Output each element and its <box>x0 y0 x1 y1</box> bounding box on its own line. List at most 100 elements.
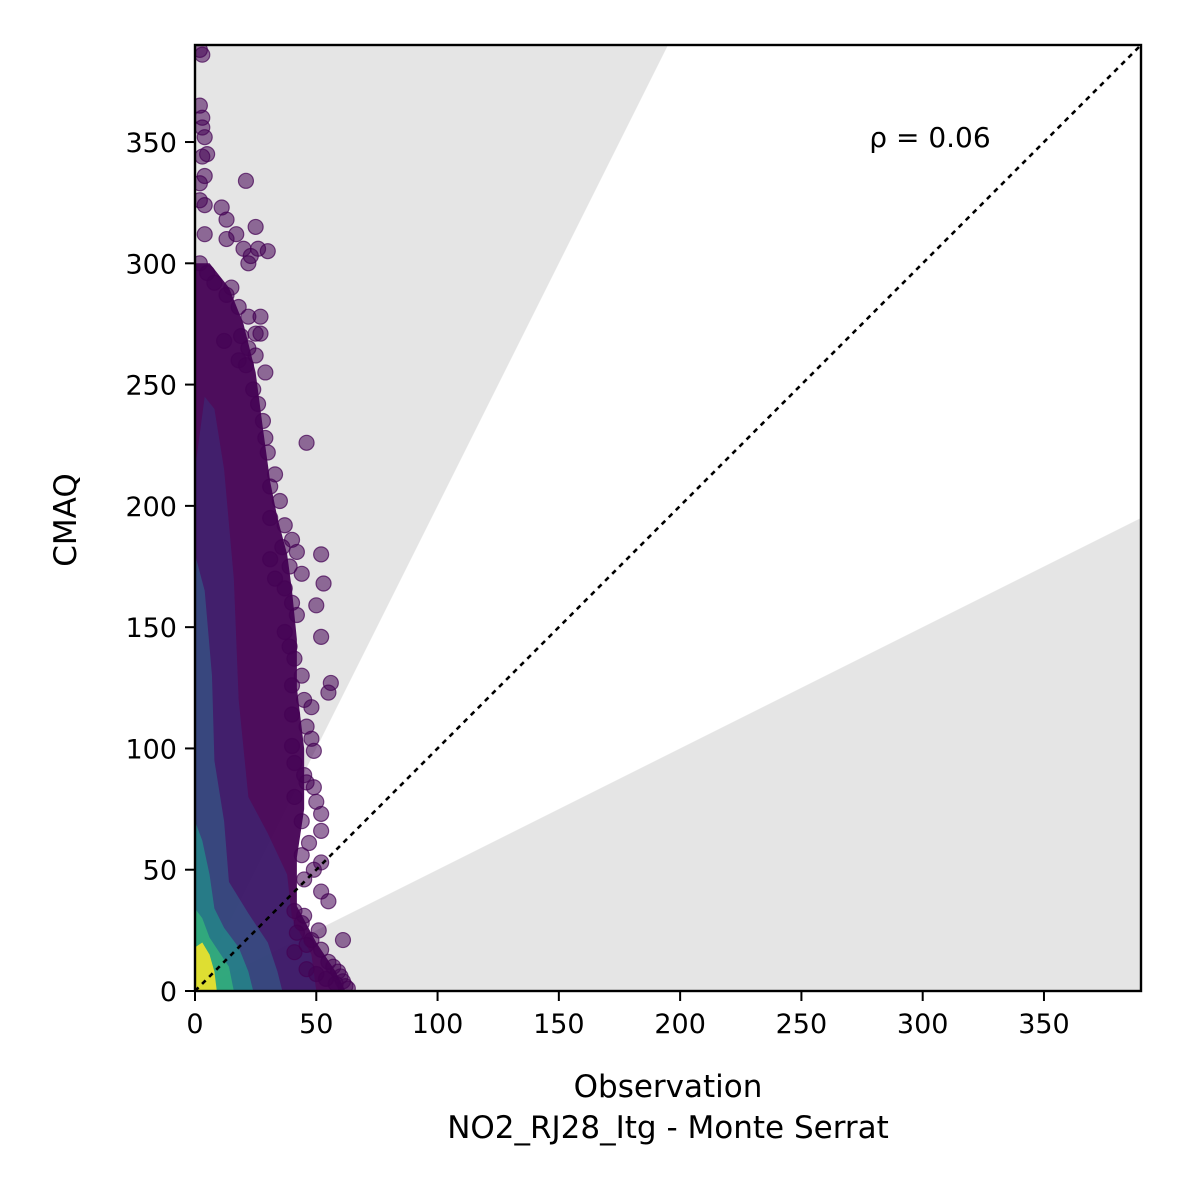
scatter-point <box>298 961 315 978</box>
scatter-point <box>252 308 269 325</box>
x-tick-label: 100 <box>412 1009 464 1040</box>
scatter-points <box>195 45 356 991</box>
scatter-point <box>276 623 293 641</box>
scatter-point <box>218 211 235 228</box>
scatter-point <box>283 737 301 755</box>
scatter-point <box>196 226 213 243</box>
scatter-point <box>305 779 322 796</box>
scatter-point <box>308 597 325 614</box>
scatter-point <box>266 570 284 587</box>
scatter-point <box>320 684 337 701</box>
scatter-point <box>257 429 274 447</box>
scatter-point <box>296 871 313 888</box>
scatter-point <box>230 298 247 316</box>
x-tick-label: 50 <box>299 1009 333 1040</box>
scatter-point <box>313 941 330 958</box>
y-tick-label: 300 <box>125 249 177 280</box>
scatter-point <box>286 754 303 772</box>
density-band-2 <box>195 554 283 991</box>
scatter-point <box>315 575 332 592</box>
scatter-point <box>288 924 305 941</box>
scatter-point <box>262 478 279 495</box>
scatter-point <box>298 936 315 954</box>
scatter-point <box>271 492 288 510</box>
scatter-point <box>313 546 330 563</box>
scatter-point <box>237 357 255 374</box>
density-band-5 <box>195 942 217 991</box>
scatter-point <box>196 196 213 214</box>
scatter-point <box>286 788 303 806</box>
scatter-point <box>286 650 303 667</box>
scatter-point <box>199 146 216 163</box>
y-tick-label: 0 <box>160 977 177 1008</box>
scatter-point <box>293 847 310 864</box>
scatter-point <box>305 861 322 878</box>
scatter-point <box>252 325 269 342</box>
scatter-point <box>281 558 298 575</box>
y-tick-label: 200 <box>125 492 177 523</box>
scatter-point <box>237 172 255 189</box>
scatter-point <box>305 742 322 759</box>
scatter-point <box>288 543 305 561</box>
scatter-point <box>293 667 310 684</box>
scatter-point <box>293 565 310 582</box>
scatter-point <box>276 580 293 597</box>
scatter-point <box>288 606 305 624</box>
y-axis-label: CMAQ <box>48 473 84 566</box>
x-tick-label: 300 <box>897 1009 949 1040</box>
scatter-point <box>232 327 250 345</box>
x-tick-label: 0 <box>186 1009 203 1040</box>
scatter-point <box>196 129 213 146</box>
plot-area <box>195 45 1141 991</box>
scatter-point <box>249 395 267 413</box>
x-axis: 0 50 100 150 200 250 300 350 <box>186 991 1070 1040</box>
scatter-point <box>300 834 318 852</box>
scatter-point <box>218 286 235 303</box>
y-tick-label: 250 <box>125 371 177 402</box>
scatter-point <box>320 893 337 910</box>
scatter-point <box>274 539 291 556</box>
x-tick-label: 350 <box>1018 1009 1070 1040</box>
scatter-point <box>259 444 276 461</box>
scatter-point <box>247 218 264 236</box>
scatter-point <box>293 813 310 830</box>
y-tick-label: 100 <box>125 734 177 765</box>
scatter-point <box>276 517 293 534</box>
plot-frame <box>193 43 1143 993</box>
scatter-point <box>254 412 272 430</box>
scatter-point <box>283 706 301 723</box>
scatter-point <box>216 332 233 350</box>
x-axis-sublabel: NO2_RJ28_Itg - Monte Serrat <box>447 1110 889 1146</box>
scatter-point <box>195 175 208 192</box>
correlation-annotation: ρ = 0.06 <box>869 121 990 154</box>
scatter-point <box>313 628 330 645</box>
scatter-point <box>313 805 330 823</box>
scatter-point <box>298 434 315 451</box>
scatter-point <box>247 347 264 364</box>
x-tick-label: 200 <box>654 1009 706 1040</box>
scatter-point <box>218 230 235 248</box>
y-tick-label: 50 <box>143 856 177 887</box>
y-tick-label: 350 <box>125 128 177 159</box>
shade-region-lower <box>195 518 1141 991</box>
scatter-point <box>262 551 279 568</box>
scatter-point <box>245 381 262 398</box>
scatter-point <box>257 364 274 381</box>
x-tick-label: 150 <box>533 1009 585 1040</box>
scatter-point <box>242 247 259 265</box>
x-tick-label: 250 <box>776 1009 828 1040</box>
y-tick-label: 150 <box>125 613 177 644</box>
scatter-point <box>286 944 303 961</box>
scatter-point <box>195 46 211 63</box>
scatter-point <box>313 822 330 840</box>
scatter-point <box>206 274 223 291</box>
y-axis: 0 50 100 150 200 250 300 350 <box>125 128 195 1008</box>
scatter-point <box>262 509 279 527</box>
x-axis-label: Observation <box>574 1069 763 1105</box>
identity-line <box>195 45 1141 991</box>
scatter-point <box>283 677 301 694</box>
scatter-point <box>334 931 352 949</box>
scatter-point <box>303 699 320 716</box>
scatter-point <box>259 243 276 260</box>
